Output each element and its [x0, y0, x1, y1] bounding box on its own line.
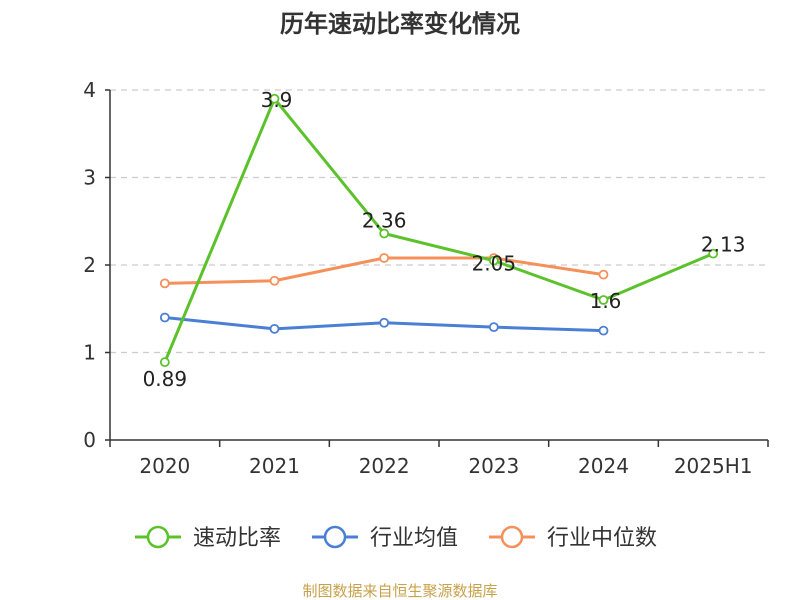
- x-tick-label: 2020: [139, 454, 190, 478]
- data-label: 2.05: [472, 252, 517, 276]
- legend[interactable]: 速动比率 行业均值 行业中位数: [135, 525, 657, 551]
- x-tick-label: 2024: [578, 454, 629, 478]
- series-line: [163, 97, 714, 363]
- y-tick-label: 4: [83, 78, 96, 102]
- data-label: 1.6: [590, 289, 622, 313]
- data-point: [269, 275, 280, 286]
- legend-label: 行业均值: [370, 526, 458, 551]
- data-point: [488, 255, 499, 266]
- data-point: [269, 323, 280, 334]
- data-point: [159, 312, 170, 323]
- chart-title: 历年速动比率变化情况: [280, 10, 520, 38]
- series-1: [159, 312, 609, 336]
- x-tick-label: 2022: [359, 454, 410, 478]
- data-point: [379, 317, 390, 328]
- y-tick-label: 0: [83, 428, 96, 452]
- data-labels: 0.89 3.9 2.36 2.05 1.6 2.13: [143, 88, 746, 391]
- data-point: [488, 322, 499, 333]
- data-point: [379, 253, 390, 263]
- y-tick-label: 1: [83, 341, 96, 365]
- legend-label: 行业中位数: [547, 526, 657, 551]
- data-label: 0.89: [143, 367, 188, 391]
- data-point: [379, 228, 390, 239]
- y-tick-label: 2: [83, 253, 96, 277]
- data-label: 2.36: [362, 209, 407, 233]
- x-tick-label: 2025H1: [674, 454, 753, 478]
- series-lines: [159, 93, 719, 368]
- data-point: [598, 325, 609, 336]
- legend-marker: [146, 525, 170, 549]
- data-label: 2.13: [701, 233, 746, 257]
- legend-label: 速动比率: [193, 526, 281, 551]
- series-2: [159, 253, 609, 289]
- data-point: [269, 93, 280, 104]
- x-tick-label: 2023: [468, 454, 519, 478]
- legend-item-0[interactable]: 速动比率: [135, 525, 281, 551]
- data-point: [598, 269, 609, 280]
- data-point: [598, 295, 609, 305]
- legend-item-1[interactable]: 行业均值: [312, 525, 458, 551]
- data-point: [708, 248, 719, 259]
- series-0: [159, 93, 719, 368]
- grid-lines: [110, 89, 768, 354]
- x-tick-label: 2021: [249, 454, 300, 478]
- source-note: 制图数据来自恒生聚源数据库: [302, 582, 497, 600]
- data-label: 3.9: [261, 88, 293, 112]
- y-tick-label: 3: [83, 166, 96, 190]
- legend-marker: [500, 525, 524, 549]
- data-point: [159, 278, 170, 289]
- legend-item-2[interactable]: 行业中位数: [489, 525, 657, 551]
- data-point: [159, 357, 170, 368]
- axes: 0 1 2 3 4 2020 2021 2022 2023 2024 2025H1: [83, 78, 769, 478]
- legend-marker: [323, 525, 347, 549]
